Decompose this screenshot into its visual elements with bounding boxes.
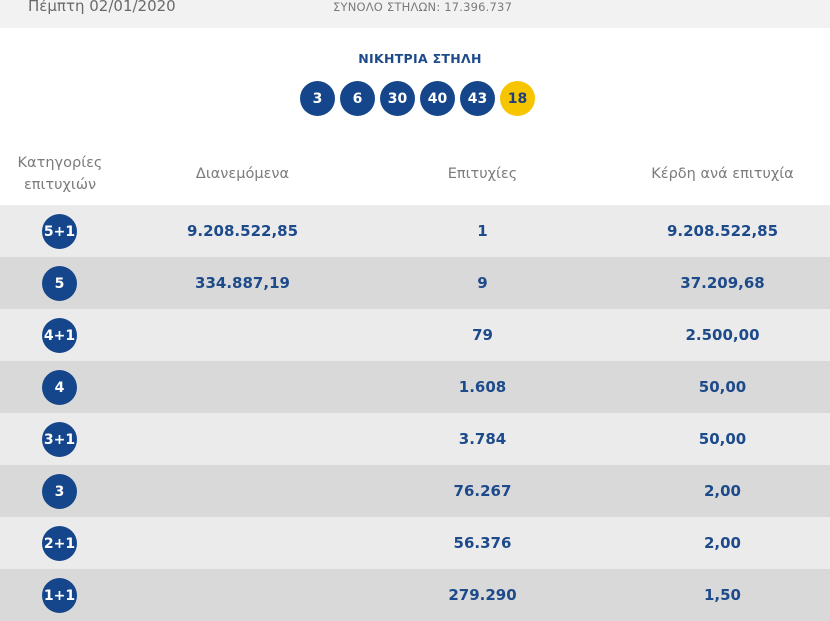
joker-ball: 18 bbox=[500, 81, 535, 116]
distributed-cell: 9.208.522,85 bbox=[186, 222, 299, 240]
winning-ball: 43 bbox=[460, 81, 495, 116]
winners-cell: 279.290 bbox=[448, 586, 517, 604]
category-badge: 5 bbox=[42, 266, 77, 301]
winners-cell: 1 bbox=[477, 222, 488, 240]
column-header-winners: Επιτυχίες bbox=[447, 166, 518, 182]
results-table-body: 5+1 9.208.522,85 1 9.208.522,85 5 334.88… bbox=[0, 205, 830, 621]
category-badge: 2+1 bbox=[42, 526, 77, 561]
winning-ball: 3 bbox=[300, 81, 335, 116]
category-badge: 4+1 bbox=[42, 318, 77, 353]
distributed-cell bbox=[150, 309, 335, 361]
table-row: 4+1 79 2.500,00 bbox=[0, 309, 830, 361]
table-row: 1+1 279.290 1,50 bbox=[0, 569, 830, 621]
table-row: 2+1 56.376 2,00 bbox=[0, 517, 830, 569]
draw-info-bar: Πέμπτη 02/01/2020 ΣΥΝΟΛΟ ΣΤΗΛΩΝ: 17.396.… bbox=[0, 0, 830, 28]
column-header-category: Κατηγορίες επιτυχιών bbox=[0, 143, 120, 205]
winners-cell: 3.784 bbox=[458, 430, 507, 448]
table-row: 4 1.608 50,00 bbox=[0, 361, 830, 413]
prize-cell: 9.208.522,85 bbox=[666, 222, 779, 240]
category-badge: 1+1 bbox=[42, 578, 77, 613]
winners-cell: 1.608 bbox=[458, 378, 507, 396]
column-header-prize: Κέρδη ανά επιτυχία bbox=[651, 166, 794, 182]
prize-cell: 37.209,68 bbox=[680, 274, 765, 292]
table-row: 5 334.887,19 9 37.209,68 bbox=[0, 257, 830, 309]
winning-column-title: ΝΙΚΗΤΡΙΑ ΣΤΗΛΗ bbox=[358, 51, 482, 66]
distributed-cell bbox=[150, 569, 335, 621]
category-header-line2: επιτυχιών bbox=[23, 177, 97, 193]
distributed-cell bbox=[150, 465, 335, 517]
winners-cell: 76.267 bbox=[453, 482, 512, 500]
prize-cell: 50,00 bbox=[698, 430, 747, 448]
distributed-cell bbox=[150, 361, 335, 413]
winners-cell: 9 bbox=[477, 274, 488, 292]
prize-cell: 2,00 bbox=[703, 482, 741, 500]
winning-ball: 40 bbox=[420, 81, 455, 116]
distributed-cell bbox=[150, 413, 335, 465]
table-row: 3+1 3.784 50,00 bbox=[0, 413, 830, 465]
distributed-cell bbox=[150, 517, 335, 569]
results-table-header: Κατηγορίες επιτυχιών Διανεμόμενα Επιτυχί… bbox=[0, 143, 830, 205]
distributed-cell: 334.887,19 bbox=[195, 274, 290, 292]
winning-ball: 6 bbox=[340, 81, 375, 116]
winners-cell: 79 bbox=[472, 326, 493, 344]
table-row: 3 76.267 2,00 bbox=[0, 465, 830, 517]
column-header-distributed: Διανεμόμενα bbox=[195, 166, 290, 182]
category-badge: 5+1 bbox=[42, 214, 77, 249]
table-row: 5+1 9.208.522,85 1 9.208.522,85 bbox=[0, 205, 830, 257]
draw-date: Πέμπτη 02/01/2020 bbox=[28, 0, 176, 15]
prize-cell: 2,00 bbox=[703, 534, 741, 552]
winning-numbers: 3 6 30 40 43 18 bbox=[300, 81, 535, 116]
prize-cell: 2.500,00 bbox=[685, 326, 760, 344]
total-columns: ΣΥΝΟΛΟ ΣΤΗΛΩΝ: 17.396.737 bbox=[333, 0, 513, 14]
winners-cell: 56.376 bbox=[453, 534, 512, 552]
category-badge: 3+1 bbox=[42, 422, 77, 457]
category-header-line1: Κατηγορίες bbox=[17, 155, 103, 171]
category-badge: 4 bbox=[42, 370, 77, 405]
prize-cell: 50,00 bbox=[698, 378, 747, 396]
category-badge: 3 bbox=[42, 474, 77, 509]
prize-cell: 1,50 bbox=[703, 586, 741, 604]
winning-ball: 30 bbox=[380, 81, 415, 116]
